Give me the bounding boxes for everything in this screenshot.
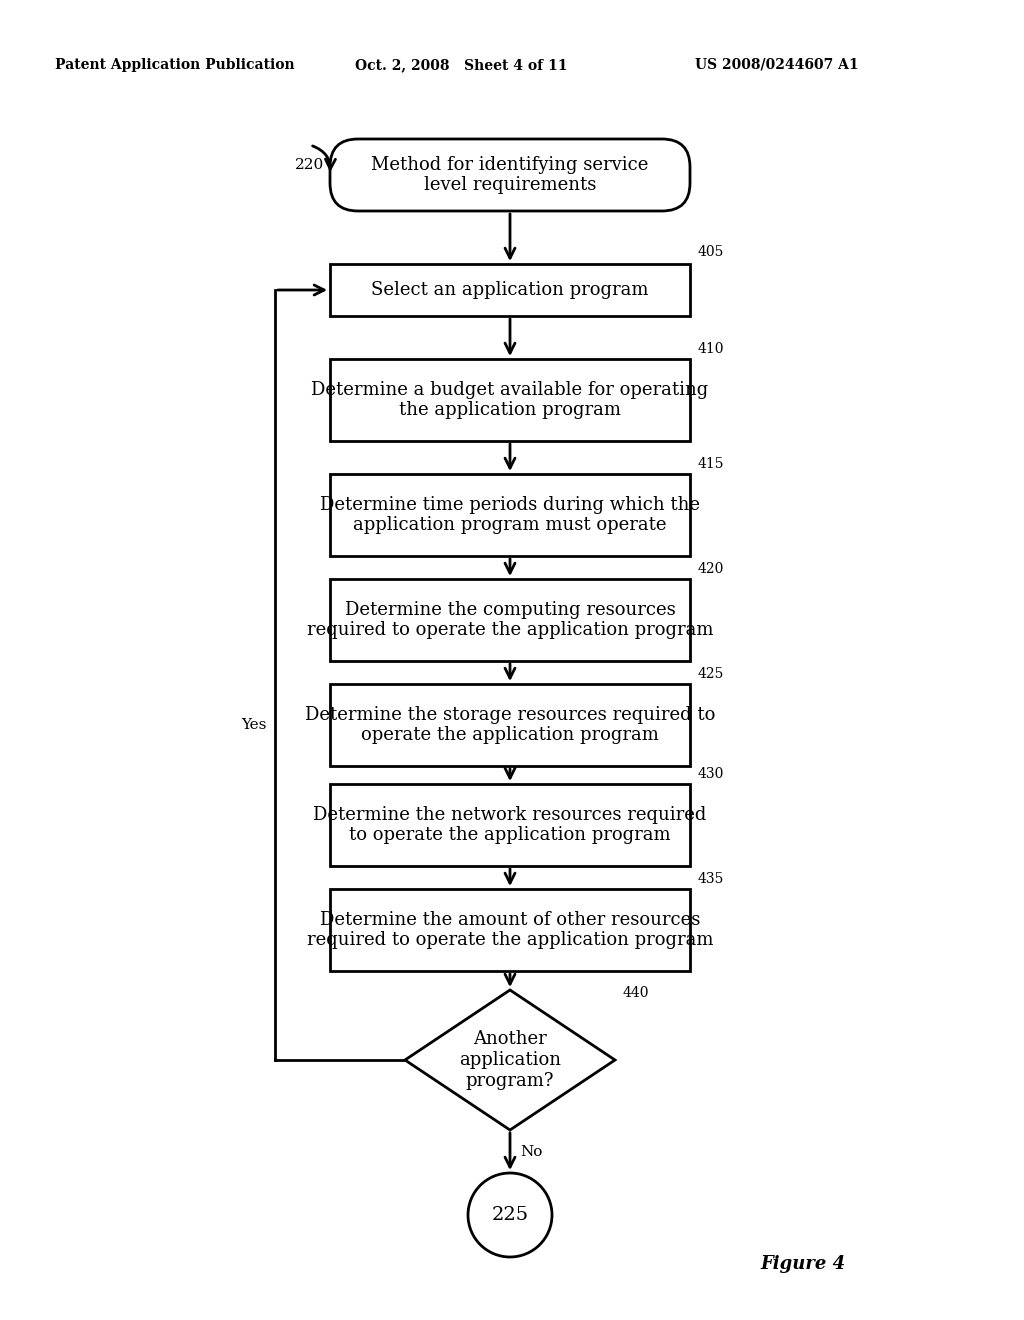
Circle shape: [468, 1173, 552, 1257]
Text: Yes: Yes: [242, 718, 267, 733]
FancyBboxPatch shape: [330, 579, 690, 661]
Text: No: No: [520, 1144, 543, 1159]
Text: Determine time periods during which the
application program must operate: Determine time periods during which the …: [319, 495, 700, 535]
FancyBboxPatch shape: [330, 139, 690, 211]
Text: Oct. 2, 2008   Sheet 4 of 11: Oct. 2, 2008 Sheet 4 of 11: [355, 58, 567, 73]
Text: 420: 420: [698, 562, 724, 576]
Text: Determine the computing resources
required to operate the application program: Determine the computing resources requir…: [307, 601, 714, 639]
Text: 430: 430: [698, 767, 724, 781]
Text: Select an application program: Select an application program: [372, 281, 649, 300]
Text: 415: 415: [698, 457, 725, 471]
FancyBboxPatch shape: [330, 474, 690, 556]
Text: 225: 225: [492, 1206, 528, 1224]
Text: Determine a budget available for operating
the application program: Determine a budget available for operati…: [311, 380, 709, 420]
Text: US 2008/0244607 A1: US 2008/0244607 A1: [695, 58, 859, 73]
Text: Another
application
program?: Another application program?: [459, 1030, 561, 1090]
Text: Method for identifying service
level requirements: Method for identifying service level req…: [372, 156, 648, 194]
FancyBboxPatch shape: [330, 359, 690, 441]
Text: 220: 220: [295, 158, 325, 172]
Text: Determine the storage resources required to
operate the application program: Determine the storage resources required…: [305, 706, 715, 744]
FancyBboxPatch shape: [330, 888, 690, 972]
Text: 440: 440: [623, 986, 649, 1001]
Text: Patent Application Publication: Patent Application Publication: [55, 58, 295, 73]
Polygon shape: [406, 990, 615, 1130]
Text: 405: 405: [698, 246, 724, 259]
Text: 425: 425: [698, 667, 724, 681]
Text: Figure 4: Figure 4: [760, 1255, 845, 1272]
Text: 435: 435: [698, 873, 724, 886]
FancyBboxPatch shape: [330, 684, 690, 766]
Text: Determine the amount of other resources
required to operate the application prog: Determine the amount of other resources …: [307, 911, 714, 949]
Text: Determine the network resources required
to operate the application program: Determine the network resources required…: [313, 805, 707, 845]
FancyBboxPatch shape: [330, 784, 690, 866]
Text: 410: 410: [698, 342, 725, 356]
FancyBboxPatch shape: [330, 264, 690, 315]
